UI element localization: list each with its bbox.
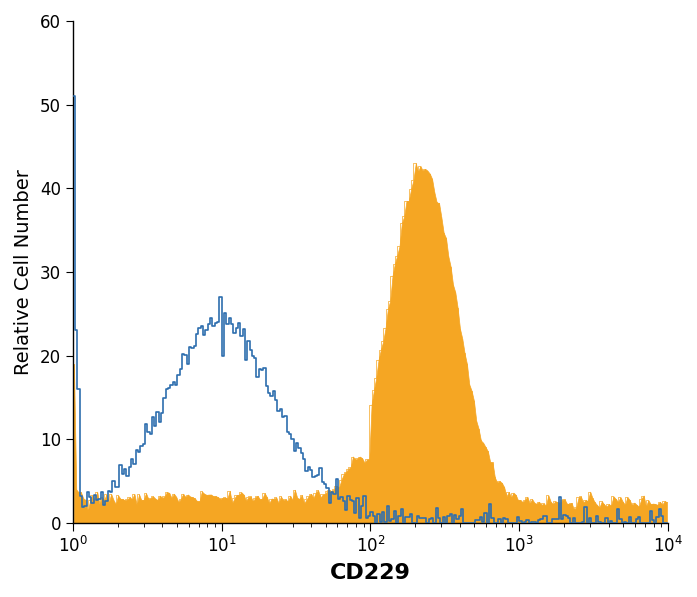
Y-axis label: Relative Cell Number: Relative Cell Number bbox=[14, 169, 33, 375]
X-axis label: CD229: CD229 bbox=[330, 563, 411, 583]
